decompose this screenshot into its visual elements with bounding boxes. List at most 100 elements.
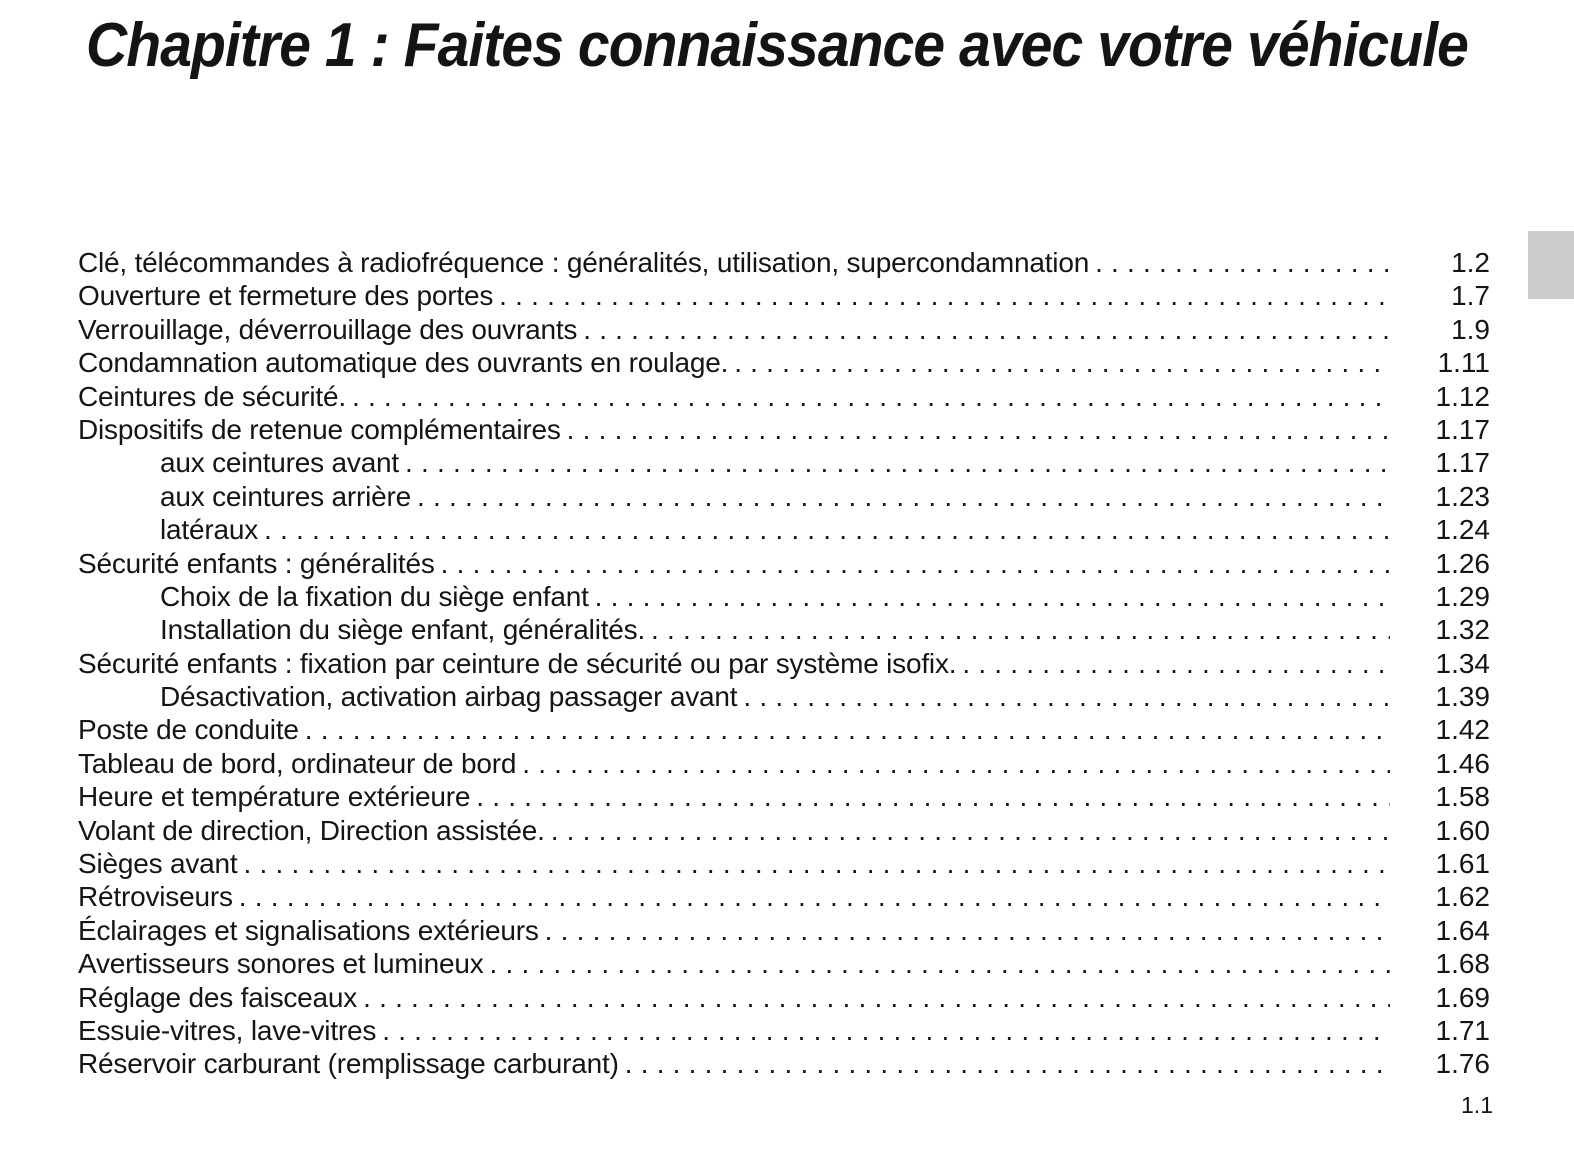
dot-leader	[645, 613, 1390, 646]
toc-entry-label: Condamnation automatique des ouvrants en…	[78, 347, 729, 379]
toc-entry-label: Dispositifs de retenue complémentaires	[78, 413, 561, 445]
toc-entry: Réglage des faisceaux 1.69	[78, 981, 1490, 1014]
toc-entry: Verrouillage, déverrouillage des ouvrant…	[78, 313, 1490, 346]
toc-entry-page-number: 1.42	[1435, 714, 1491, 746]
toc-entry-label: Réglage des faisceaux	[78, 981, 358, 1013]
toc-entry-page-number: 1.7	[1451, 280, 1490, 312]
toc-entry: Heure et température extérieure 1.58	[78, 780, 1490, 813]
dot-leader	[1089, 246, 1390, 279]
toc-entry-page-number: 1.11	[1437, 347, 1490, 379]
dot-leader	[299, 713, 1390, 746]
toc-entry: Tableau de bord, ordinateur de bord 1.46	[78, 747, 1490, 780]
dot-leader	[411, 480, 1390, 513]
toc-entry-label: Sièges avant	[78, 848, 238, 880]
toc-entry: aux ceintures arrière 1.23	[78, 480, 1490, 513]
dot-leader	[376, 1014, 1390, 1047]
dot-leader	[258, 513, 1390, 546]
toc-entry-label: Volant de direction, Direction assistée.	[78, 814, 545, 846]
toc-entry-page-number: 1.26	[1435, 547, 1491, 579]
toc-entry-label: Clé, télécommandes à radiofréquence : gé…	[78, 247, 1090, 278]
toc-entry-page-number: 1.62	[1435, 881, 1491, 913]
toc-entry-label: aux ceintures avant	[160, 447, 400, 479]
toc-entry: aux ceintures avant 1.17	[78, 446, 1490, 479]
dot-leader	[493, 279, 1390, 312]
dot-leader	[577, 313, 1390, 346]
toc-entry-label: Sécurité enfants : généralités	[78, 547, 435, 579]
dot-leader	[484, 947, 1391, 980]
toc-entry: Dispositifs de retenue complémentaires 1…	[78, 413, 1490, 446]
toc-entry-page-number: 1.76	[1435, 1048, 1491, 1080]
toc-entry-label: Essuie-vitres, lave-vitres	[78, 1014, 377, 1046]
toc-entry: Rétroviseurs 1.62	[78, 880, 1490, 913]
toc-entry-page-number: 1.29	[1435, 580, 1491, 612]
toc-entry-page-number: 1.61	[1435, 848, 1491, 880]
toc-entry: Condamnation automatique des ouvrants en…	[78, 346, 1490, 379]
toc-entry-page-number: 1.60	[1435, 814, 1491, 846]
toc-entry-label: Réservoir carburant (remplissage carbura…	[78, 1048, 619, 1080]
toc-entry-label: Rétroviseurs	[78, 881, 233, 913]
toc-entry: Réservoir carburant (remplissage carbura…	[78, 1047, 1490, 1080]
dot-leader	[545, 814, 1390, 847]
dot-leader	[728, 346, 1390, 379]
toc-entry-page-number: 1.34	[1435, 647, 1491, 679]
toc-entry-label: Heure et température extérieure	[78, 781, 471, 813]
toc-entry: Ouverture et fermeture des portes 1.7	[78, 279, 1490, 312]
toc-entry-page-number: 1.58	[1435, 781, 1491, 813]
toc-entry: Désactivation, activation airbag passage…	[78, 680, 1490, 713]
toc-entry-label: Poste de conduite	[78, 714, 299, 746]
toc-entry: Poste de conduite 1.42	[78, 713, 1490, 746]
footer-page-number: 1.1	[1461, 1092, 1493, 1118]
toc-entry-label: Éclairages et signalisations extérieurs	[78, 914, 539, 946]
toc-entry: Ceintures de sécurité. 1.12	[78, 380, 1490, 413]
toc-entry-page-number: 1.39	[1435, 681, 1491, 713]
table-of-contents: Clé, télécommandes à radiofréquence : gé…	[78, 246, 1490, 1081]
toc-entry-label: Verrouillage, déverrouillage des ouvrant…	[78, 313, 578, 345]
toc-entry-page-number: 1.64	[1435, 914, 1491, 946]
dot-leader	[470, 780, 1390, 813]
dot-leader	[737, 680, 1390, 713]
toc-entry: Clé, télécommandes à radiofréquence : gé…	[78, 246, 1490, 279]
toc-entry-page-number: 1.23	[1435, 480, 1491, 512]
toc-entry-label: Avertisseurs sonores et lumineux	[78, 948, 484, 980]
toc-entry: Essuie-vitres, lave-vitres 1.71	[78, 1014, 1490, 1047]
dot-leader	[561, 413, 1390, 446]
toc-entry-label: Sécurité enfants : fixation par ceinture…	[78, 647, 957, 679]
toc-entry: Installation du siège enfant, généralité…	[78, 613, 1490, 646]
dot-leader	[357, 981, 1390, 1014]
chapter-edge-tab	[1528, 231, 1574, 299]
dot-leader	[619, 1047, 1390, 1080]
dot-leader	[539, 914, 1390, 947]
dot-leader	[589, 580, 1390, 613]
chapter-title: Chapitre 1 : Faites connaissance avec vo…	[86, 11, 1469, 80]
toc-entry: Volant de direction, Direction assistée.…	[78, 814, 1490, 847]
toc-entry-page-number: 1.68	[1435, 948, 1491, 980]
toc-entry-label: Installation du siège enfant, généralité…	[160, 614, 646, 646]
toc-entry-label: Choix de la fixation du siège enfant	[160, 580, 589, 612]
toc-entry-page-number: 1.17	[1435, 447, 1491, 479]
dot-leader	[346, 380, 1390, 413]
toc-entry-label: Ouverture et fermeture des portes	[78, 280, 494, 312]
toc-entry-label: latéraux	[160, 514, 259, 546]
toc-entry-label: Désactivation, activation airbag passage…	[160, 681, 738, 713]
dot-leader	[956, 647, 1390, 680]
toc-entry: Avertisseurs sonores et lumineux 1.68	[78, 947, 1490, 980]
dot-leader	[399, 446, 1390, 479]
toc-entry-page-number: 1.32	[1435, 614, 1491, 646]
toc-entry-label: Tableau de bord, ordinateur de bord	[78, 747, 517, 779]
toc-entry-page-number: 1.9	[1451, 313, 1490, 345]
toc-entry: Sécurité enfants : généralités 1.26	[78, 547, 1490, 580]
toc-entry-page-number: 1.2	[1451, 247, 1490, 278]
toc-entry: latéraux 1.24	[78, 513, 1490, 546]
toc-entry-page-number: 1.69	[1435, 981, 1491, 1013]
toc-entry: Choix de la fixation du siège enfant 1.2…	[78, 580, 1490, 613]
toc-entry-page-number: 1.71	[1435, 1014, 1491, 1046]
toc-entry: Sièges avant 1.61	[78, 847, 1490, 880]
toc-entry-page-number: 1.24	[1435, 514, 1491, 546]
dot-leader	[233, 880, 1390, 913]
dot-leader	[238, 847, 1391, 880]
toc-entry-page-number: 1.12	[1435, 380, 1491, 412]
dot-leader	[516, 747, 1390, 780]
toc-entry-label: aux ceintures arrière	[160, 480, 412, 512]
toc-entry: Éclairages et signalisations extérieurs …	[78, 914, 1490, 947]
dot-leader	[435, 547, 1390, 580]
